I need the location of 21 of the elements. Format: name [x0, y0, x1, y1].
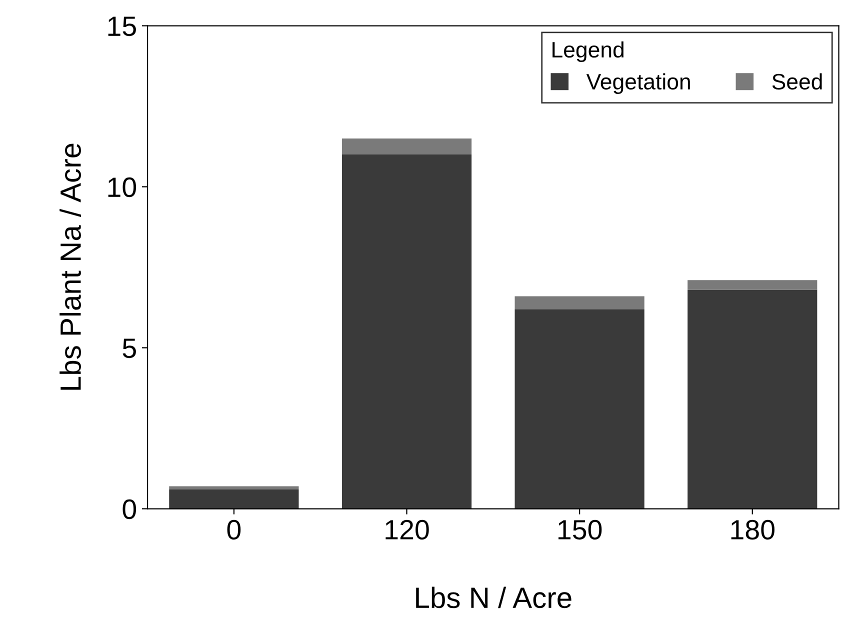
bar	[514, 309, 644, 509]
y-axis-title: Lbs Plant Na / Acre	[60, 144, 82, 390]
bar	[169, 486, 299, 490]
bar	[688, 290, 818, 509]
bar	[169, 489, 299, 509]
legend-label: Vegetation	[586, 73, 690, 94]
bar	[342, 154, 472, 509]
bar	[688, 280, 818, 290]
x-tick-label: 0	[227, 520, 241, 540]
y-tick-label: 10	[108, 177, 136, 198]
legend-title: Legend	[552, 41, 624, 62]
y-tick-label: 5	[122, 338, 136, 358]
legend-label: Seed	[772, 73, 822, 90]
x-tick-label: 120	[386, 520, 429, 540]
bar	[514, 296, 644, 310]
y-tick-label: 15	[108, 16, 136, 36]
x-axis-title: Lbs N / Acre	[416, 586, 572, 608]
bar	[342, 138, 472, 155]
x-tick-label: 150	[558, 520, 602, 540]
y-tick-label: 0	[122, 499, 136, 520]
x-tick-label: 180	[731, 520, 774, 540]
